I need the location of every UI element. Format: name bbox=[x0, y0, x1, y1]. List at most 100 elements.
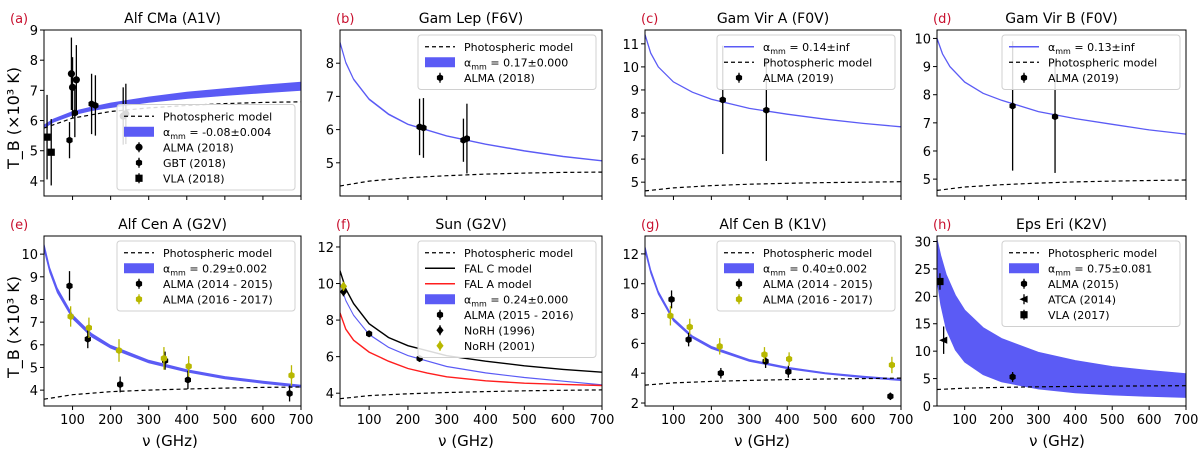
ytick-label-g-2: 6 bbox=[631, 337, 639, 352]
xtick-label-g-5: 600 bbox=[851, 413, 876, 428]
legend-entry-a-4-label: VLA (2018) bbox=[163, 172, 225, 185]
legend-entry-f-3-label: αmm = 0.24±0.000 bbox=[464, 293, 568, 308]
point-e-0-1 bbox=[84, 335, 91, 343]
title-h: Eps Eri (K2V) bbox=[1016, 217, 1107, 233]
ytick-label-g-0: 2 bbox=[631, 397, 639, 412]
ytick-label-f-1: 6 bbox=[326, 351, 334, 366]
legend-entry-a-3-swatch bbox=[135, 159, 143, 167]
panel-a: 4 5 6 7 8 9 Alf CMa (A1V) (a) Photospheric model… bbox=[10, 11, 302, 200]
xtick-label-e-5: 600 bbox=[251, 413, 276, 428]
model-band-e bbox=[44, 243, 301, 388]
legend-entry-h-1-swatch bbox=[1009, 263, 1039, 274]
title-d: Gam Vir B (F0V) bbox=[1005, 11, 1117, 27]
ytick-label-d-5: 10 bbox=[914, 32, 931, 47]
plot-area-e bbox=[44, 243, 301, 402]
xtick-label-f-1: 200 bbox=[396, 413, 421, 428]
point-g-1-4 bbox=[786, 355, 793, 363]
point-e-1-3 bbox=[160, 354, 168, 362]
ytick-label-a-0: 4 bbox=[30, 175, 38, 190]
legend-entry-b-1-swatch bbox=[425, 57, 455, 68]
xtick-label-e-0: 100 bbox=[60, 413, 85, 428]
legend-entry-h-2-label: ALMA (2015) bbox=[1048, 278, 1119, 291]
ytick-label-b-2: 7 bbox=[326, 90, 334, 105]
panel-h: 0 5 10 15 20 25 30 100 200 300 400 500 600 700 Eps Eri… bbox=[914, 217, 1198, 428]
xtick-label-h-5: 600 bbox=[1137, 413, 1162, 428]
point-h-1-0 bbox=[939, 336, 948, 344]
photospheric-line-d bbox=[937, 179, 1186, 191]
legend-entry-e-3-label: ALMA (2016 - 2017) bbox=[163, 293, 273, 306]
point-g-0-4 bbox=[785, 368, 792, 376]
panel-g: 2 4 6 8 10 12 100 200 300 400 500 600 700 Alf Cen B (… bbox=[622, 217, 913, 428]
point-g-0-5 bbox=[887, 392, 894, 400]
panel-label-c: (c) bbox=[641, 12, 658, 27]
panel-c: 5 6 7 8 9 10 11 Gam Vir A (F0V) (c) αmm = 0.14±in… bbox=[622, 11, 902, 200]
point-g-1-2 bbox=[716, 342, 723, 350]
legend-entry-e-2-swatch bbox=[135, 280, 143, 288]
xtick-label-h-2: 300 bbox=[1026, 413, 1051, 428]
panel-label-a: (a) bbox=[10, 12, 28, 27]
ytick-label-b-0: 5 bbox=[326, 157, 334, 172]
ytick-label-h-1: 5 bbox=[923, 373, 931, 388]
ytick-label-h-2: 10 bbox=[914, 345, 931, 360]
legend-entry-f-2-label: FAL A model bbox=[464, 278, 532, 291]
point-c-0-1 bbox=[763, 106, 770, 114]
legend-entry-h-3-swatch bbox=[1019, 295, 1028, 303]
legend-entry-f-5-swatch bbox=[436, 325, 444, 335]
axes-frame-h bbox=[936, 235, 1187, 407]
point-g-0-2 bbox=[717, 369, 724, 377]
legend-box-f bbox=[417, 240, 597, 358]
legend-entry-h-4-label: VLA (2017) bbox=[1048, 309, 1110, 322]
ytick-label-g-5: 12 bbox=[622, 248, 639, 263]
legend-entry-b-2-label: ALMA (2018) bbox=[464, 72, 535, 85]
legend-entry-g-2-label: ALMA (2014 - 2015) bbox=[763, 278, 873, 291]
ytick-label-h-4: 20 bbox=[914, 290, 931, 305]
panel-label-g: (g) bbox=[641, 218, 659, 233]
ytick-label-f-3: 10 bbox=[317, 278, 334, 293]
panel-label-e: (e) bbox=[10, 218, 28, 233]
panel-e: 4 5 6 7 8 9 10 100 200 300 400 500 600 700 Alf Cen A (… bbox=[10, 217, 313, 428]
ytick-label-c-3: 8 bbox=[631, 107, 639, 122]
legend-entry-e-1-swatch bbox=[124, 263, 154, 274]
legend-entry-e-3-swatch bbox=[135, 295, 143, 303]
legend-entry-f-6-swatch bbox=[436, 341, 444, 351]
axes-frame-g bbox=[644, 235, 902, 407]
xtick-label-e-2: 300 bbox=[136, 413, 161, 428]
plot-area-g bbox=[645, 246, 901, 401]
ytick-label-g-1: 4 bbox=[631, 367, 639, 382]
ytick-label-g-3: 8 bbox=[631, 308, 639, 323]
ytick-label-c-6: 11 bbox=[622, 38, 639, 53]
title-b: Gam Lep (F6V) bbox=[419, 11, 523, 27]
panels-group: 4 5 6 7 8 9 Alf CMa (A1V) (a) Photospheric model… bbox=[10, 11, 1198, 428]
ytick-label-e-1: 5 bbox=[30, 361, 38, 376]
panel-label-d: (d) bbox=[933, 12, 951, 27]
xlabel-panel-h: ν (GHz) bbox=[1029, 432, 1085, 450]
point-e-1-1 bbox=[85, 324, 92, 332]
xtick-label-f-2: 300 bbox=[434, 413, 459, 428]
xtick-label-f-5: 600 bbox=[551, 413, 576, 428]
point-b-0-1 bbox=[420, 124, 427, 132]
point-g-1-0 bbox=[667, 312, 674, 320]
ytick-label-h-5: 25 bbox=[914, 263, 931, 278]
ytick-label-h-6: 30 bbox=[914, 235, 931, 250]
xtick-label-g-2: 300 bbox=[737, 413, 762, 428]
ytick-label-a-5: 9 bbox=[30, 24, 38, 39]
legend-entry-e-2-label: ALMA (2014 - 2015) bbox=[163, 278, 273, 291]
legend-entry-c-1-label: Photospheric model bbox=[763, 56, 872, 69]
ytick-label-f-0: 4 bbox=[326, 387, 334, 402]
panel-label-f: (f) bbox=[336, 218, 351, 233]
xtick-label-e-6: 700 bbox=[289, 413, 314, 428]
point-e-0-2 bbox=[117, 380, 124, 389]
legend-entry-f-4-label: ALMA (2015 - 2016) bbox=[464, 309, 574, 322]
legend-entry-g-1-swatch bbox=[724, 263, 754, 274]
legend-entry-c-0-label: αmm = 0.14±inf bbox=[763, 41, 851, 56]
xtick-label-g-0: 100 bbox=[661, 413, 686, 428]
point-g-1-5 bbox=[888, 361, 895, 369]
point-e-1-2 bbox=[115, 346, 123, 355]
legend-entry-e-1-label: αmm = 0.29±0.002 bbox=[163, 262, 267, 277]
xlabel-panel-g: ν (GHz) bbox=[734, 432, 790, 450]
point-g-0-0 bbox=[668, 295, 675, 303]
legend-entry-b-2-swatch bbox=[436, 74, 444, 82]
ytick-label-f-4: 12 bbox=[317, 241, 334, 256]
